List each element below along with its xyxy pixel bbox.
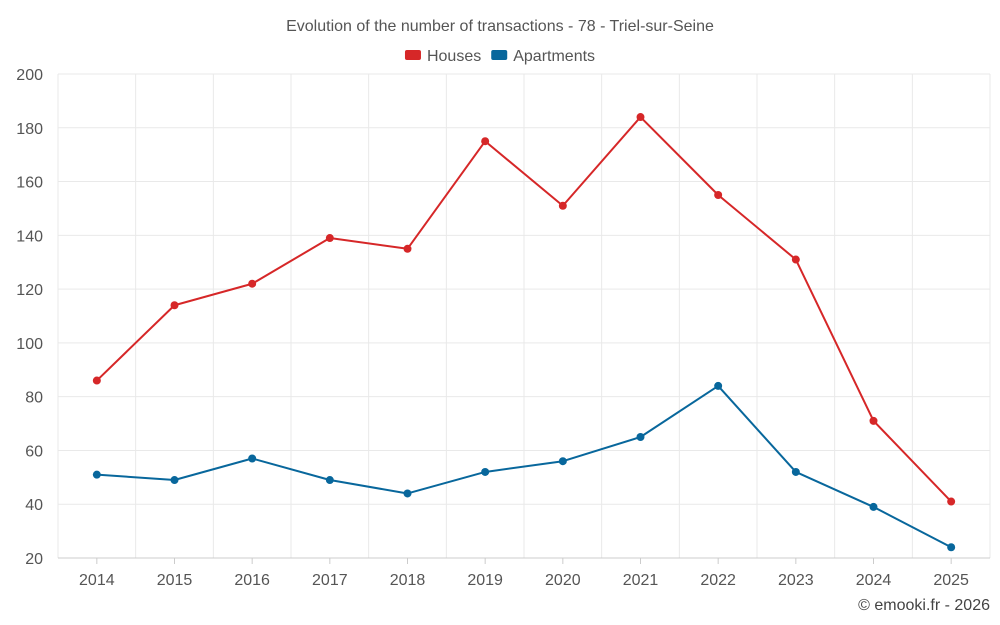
legend-item-houses[interactable]: Houses [404, 48, 481, 65]
x-tick-label: 2018 [390, 572, 426, 589]
data-point[interactable] [558, 457, 567, 466]
data-point[interactable] [636, 113, 645, 122]
data-point[interactable] [92, 376, 101, 385]
x-tick-label: 2016 [234, 572, 270, 589]
data-point[interactable] [92, 470, 101, 479]
series-houses [92, 113, 956, 506]
x-tick-label: 2025 [933, 572, 969, 589]
y-tick-label: 160 [16, 175, 43, 192]
legend-item-apartments[interactable]: Apartments [491, 48, 595, 65]
y-tick-label: 200 [16, 67, 43, 84]
x-tick-label: 2024 [856, 572, 892, 589]
data-point[interactable] [791, 255, 800, 264]
y-tick-label: 120 [16, 282, 43, 299]
x-tick-label: 2021 [623, 572, 659, 589]
y-tick-label: 180 [16, 121, 43, 138]
x-tick-label: 2017 [312, 572, 348, 589]
series-line [96, 116, 952, 503]
x-tick-label: 2023 [778, 572, 814, 589]
legend-swatch [491, 50, 508, 60]
data-point[interactable] [947, 543, 956, 552]
data-point[interactable] [248, 279, 257, 288]
chart-title: Evolution of the number of transactions … [286, 18, 714, 35]
data-point[interactable] [869, 416, 878, 425]
x-tick-label: 2022 [700, 572, 736, 589]
x-tick-label: 2014 [79, 572, 115, 589]
data-point[interactable] [558, 201, 567, 210]
y-tick-label: 60 [25, 443, 43, 460]
data-point[interactable] [791, 467, 800, 476]
data-point[interactable] [481, 467, 490, 476]
data-point[interactable] [714, 381, 723, 390]
grid-lines [57, 73, 991, 559]
data-point[interactable] [636, 433, 645, 441]
y-axis: 20 40 60 80 100 120 140 160 180 200 [16, 67, 43, 568]
data-point[interactable] [481, 137, 490, 146]
series-layer [92, 113, 956, 552]
data-point[interactable] [248, 454, 257, 463]
x-tick-label: 2020 [545, 572, 581, 589]
y-tick-label: 140 [16, 228, 43, 245]
data-point[interactable] [714, 191, 723, 199]
x-tick-label: 2019 [467, 572, 503, 589]
data-point[interactable] [869, 502, 878, 511]
credit-text: © emooki.fr - 2026 [858, 597, 990, 614]
legend-label: Houses [427, 48, 481, 65]
y-tick-label: 100 [16, 336, 43, 353]
series-line [96, 384, 952, 549]
data-point[interactable] [325, 476, 334, 485]
legend-label: Apartments [513, 48, 595, 65]
y-tick-label: 80 [25, 390, 43, 407]
y-tick-label: 40 [25, 497, 43, 514]
data-point[interactable] [403, 244, 412, 253]
data-point[interactable] [170, 301, 179, 310]
y-tick-label: 20 [25, 551, 43, 568]
legend[interactable]: Houses Apartments [404, 48, 595, 65]
x-tick-label: 2015 [157, 572, 193, 589]
data-point[interactable] [403, 489, 412, 498]
legend-swatch [404, 50, 421, 60]
data-point[interactable] [170, 476, 179, 485]
series-apartments [92, 381, 956, 552]
data-point[interactable] [947, 497, 956, 506]
data-point[interactable] [325, 234, 334, 243]
x-axis: 2014 2015 2016 2017 2018 2019 2020 2021 2022 2023… [58, 557, 990, 589]
